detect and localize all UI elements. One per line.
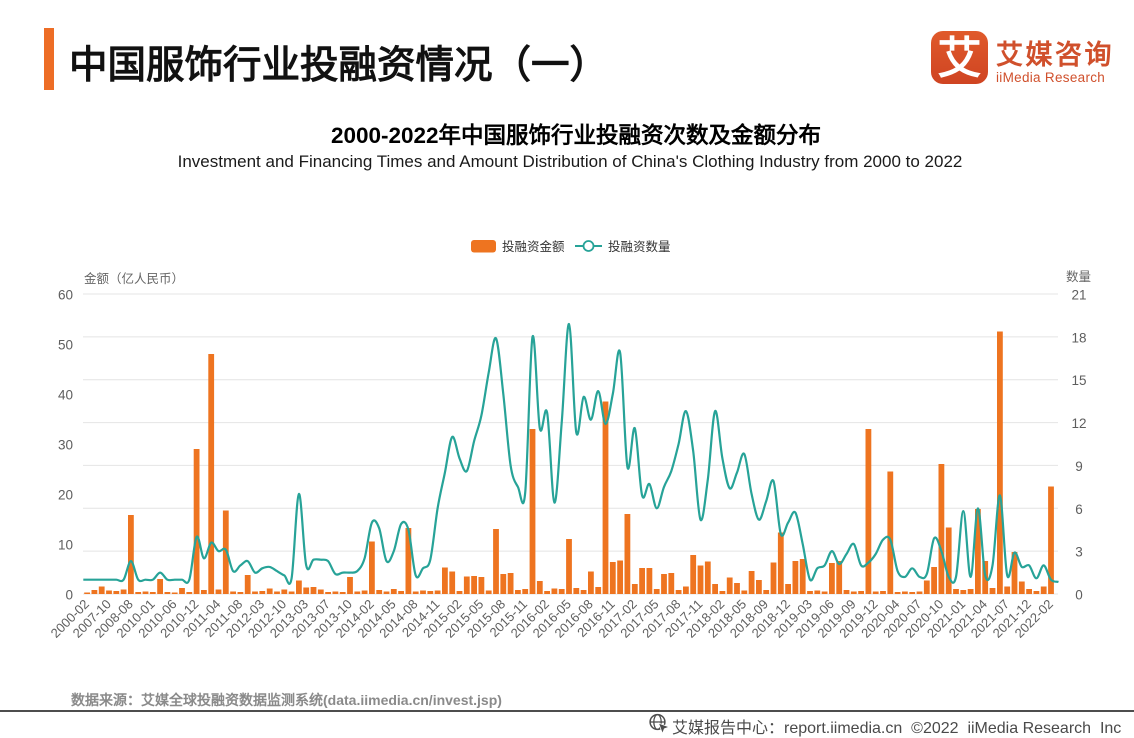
- svg-text:15: 15: [1071, 373, 1086, 388]
- svg-text:数量: 数量: [1066, 269, 1091, 284]
- svg-text:0: 0: [65, 588, 73, 603]
- svg-text:21: 21: [1071, 288, 1086, 303]
- svg-text:20: 20: [58, 488, 73, 503]
- svg-text:18: 18: [1071, 330, 1086, 345]
- svg-text:12: 12: [1071, 416, 1086, 431]
- svg-text:投融资金额: 投融资金额: [502, 239, 565, 254]
- svg-text:30: 30: [58, 438, 73, 453]
- svg-text:50: 50: [58, 338, 73, 353]
- svg-text:10: 10: [58, 538, 73, 553]
- svg-text:6: 6: [1075, 502, 1083, 517]
- svg-text:9: 9: [1075, 459, 1083, 474]
- svg-text:60: 60: [58, 288, 73, 303]
- svg-text:0: 0: [1075, 588, 1083, 603]
- svg-text:投融资数量: 投融资数量: [608, 239, 671, 254]
- svg-text:金额（亿人民币）: 金额（亿人民币）: [84, 271, 184, 286]
- svg-text:3: 3: [1075, 545, 1083, 560]
- svg-text:40: 40: [58, 388, 73, 403]
